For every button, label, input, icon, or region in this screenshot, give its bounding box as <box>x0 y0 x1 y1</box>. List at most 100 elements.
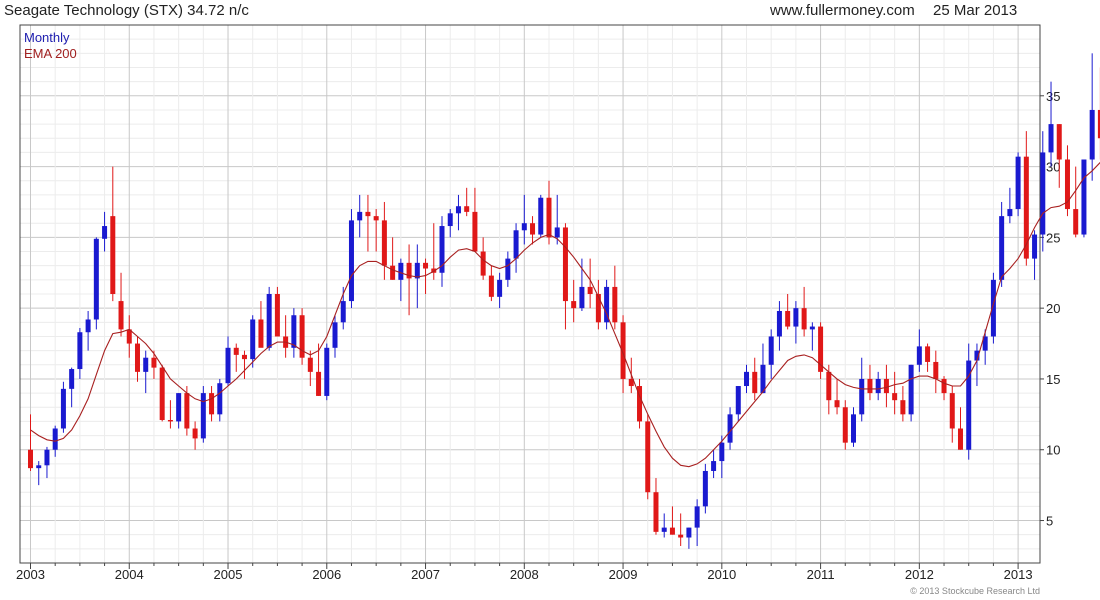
candle-up <box>414 262 420 279</box>
candle-down <box>167 420 173 422</box>
candle-up <box>69 369 75 389</box>
candle-up <box>727 414 733 443</box>
candle-down <box>464 206 470 212</box>
candles <box>28 53 1100 549</box>
candle-down <box>620 322 626 379</box>
candle-up <box>60 388 66 429</box>
y-tick-label: 25 <box>1046 230 1060 245</box>
legend-monthly: Monthly <box>24 30 70 45</box>
candle-up <box>332 322 338 348</box>
candle-up <box>77 332 83 370</box>
x-tick-label: 2006 <box>312 567 341 582</box>
candle-up <box>102 226 108 239</box>
plot-frame <box>19 24 1041 564</box>
x-tick-label: 2010 <box>707 567 736 582</box>
candle-down <box>480 251 486 276</box>
candle-up <box>513 230 519 259</box>
candle-down <box>883 378 889 394</box>
candle-up <box>1040 152 1046 235</box>
candle-up <box>36 465 42 469</box>
candle-up <box>340 301 346 323</box>
candle-down <box>134 343 140 372</box>
candle-up <box>1081 159 1087 235</box>
candle-down <box>612 286 618 323</box>
candle-up <box>1007 209 1013 217</box>
candle-up <box>735 386 741 415</box>
candle-up <box>908 364 914 415</box>
candle-down <box>258 319 264 348</box>
candle-down <box>925 346 931 362</box>
candle-up <box>719 442 725 462</box>
candle-down <box>316 371 322 396</box>
candle-down <box>423 262 429 269</box>
x-tick-label: 2007 <box>411 567 440 582</box>
x-tick-label: 2012 <box>905 567 934 582</box>
y-tick-label: 10 <box>1046 443 1060 458</box>
y-tick-label: 35 <box>1046 89 1060 104</box>
candle-down <box>390 265 396 280</box>
candle-up <box>916 346 922 365</box>
candle-up <box>521 223 527 231</box>
candle-down <box>184 393 190 429</box>
candle-up <box>1015 156 1021 210</box>
candle-down <box>669 527 675 535</box>
candle-down <box>867 378 873 394</box>
candle-up <box>217 383 223 415</box>
candle-down <box>941 378 947 394</box>
candle-down <box>801 308 807 330</box>
candle-down <box>571 301 577 309</box>
candle-up <box>1032 234 1038 259</box>
candle-down <box>933 361 939 379</box>
candle-down <box>233 347 239 355</box>
candle-up <box>760 364 766 394</box>
chart-grid <box>20 25 1040 563</box>
candle-down <box>373 216 379 221</box>
x-tick-label: 2009 <box>609 567 638 582</box>
candle-down <box>595 294 601 323</box>
y-tick-label: 20 <box>1046 301 1060 316</box>
candle-down <box>126 329 132 344</box>
candle-down <box>488 275 494 297</box>
candle-up <box>974 350 980 361</box>
candle-down <box>752 371 758 394</box>
candle-down <box>381 220 387 266</box>
candle-up <box>200 393 206 439</box>
candle-down <box>307 357 313 372</box>
candle-up <box>348 220 354 302</box>
candle-down <box>834 400 840 408</box>
candle-up <box>702 470 708 507</box>
candle-down <box>472 211 478 252</box>
candle-down <box>151 357 157 368</box>
candle-down <box>299 315 305 358</box>
y-tick-label: 15 <box>1046 372 1060 387</box>
candle-down <box>957 428 963 450</box>
x-axis: 2003 2004 2005 2006 2007 2008 2009 2010 2011 2012… <box>16 563 1033 582</box>
candle-down <box>406 262 412 279</box>
candle-up <box>143 357 149 372</box>
chart-date: 25 Mar 2013 <box>933 2 1018 19</box>
candle-up <box>966 360 972 450</box>
x-tick-label: 2008 <box>510 567 539 582</box>
candle-up <box>538 197 544 235</box>
candle-up <box>809 326 815 330</box>
legend-ema: EMA 200 <box>24 46 77 61</box>
x-tick-label: 2003 <box>16 567 45 582</box>
candle-down <box>562 227 568 302</box>
candle-down <box>1023 156 1029 259</box>
candle-up <box>851 414 856 443</box>
candle-up <box>439 226 445 273</box>
candle-down <box>628 378 634 387</box>
candle-up <box>661 527 667 532</box>
candle-up <box>694 506 700 528</box>
candle-down <box>1073 209 1079 235</box>
y-axis: 5 10 15 20 25 30 35 <box>1040 89 1060 529</box>
candle-down <box>949 393 955 429</box>
candle-up <box>711 461 717 471</box>
candle-up <box>398 262 404 280</box>
ema-200-line <box>30 161 1100 468</box>
site-url[interactable]: www.fullermoney.com <box>770 2 915 19</box>
candle-up <box>324 347 330 396</box>
x-tick-label: 2005 <box>214 567 243 582</box>
candle-up <box>768 336 774 365</box>
